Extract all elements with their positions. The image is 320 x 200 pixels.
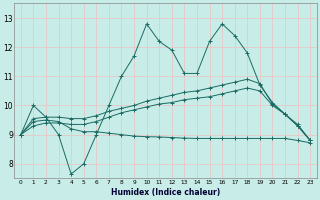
X-axis label: Humidex (Indice chaleur): Humidex (Indice chaleur) bbox=[111, 188, 220, 197]
